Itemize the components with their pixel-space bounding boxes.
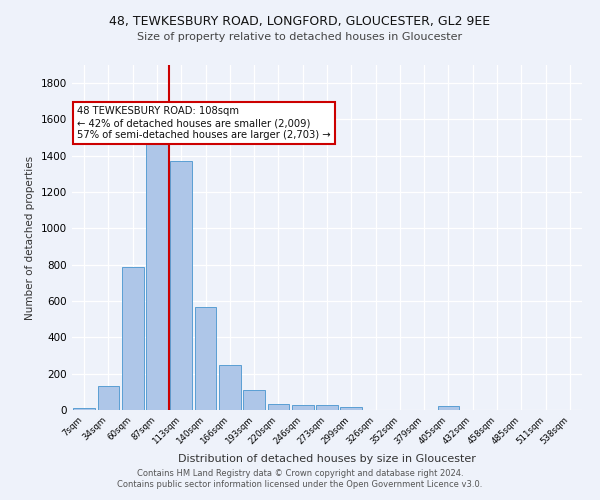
Bar [437, 406, 460, 410]
Bar [268, 404, 289, 410]
Text: Size of property relative to detached houses in Gloucester: Size of property relative to detached ho… [137, 32, 463, 42]
Bar [340, 406, 362, 410]
Y-axis label: Number of detached properties: Number of detached properties [25, 156, 35, 320]
Bar [292, 404, 314, 410]
Bar [97, 386, 119, 410]
X-axis label: Distribution of detached houses by size in Gloucester: Distribution of detached houses by size … [178, 454, 476, 464]
Text: Contains HM Land Registry data © Crown copyright and database right 2024.: Contains HM Land Registry data © Crown c… [137, 468, 463, 477]
Bar [170, 161, 192, 410]
Text: 48, TEWKESBURY ROAD, LONGFORD, GLOUCESTER, GL2 9EE: 48, TEWKESBURY ROAD, LONGFORD, GLOUCESTE… [109, 15, 491, 28]
Bar [219, 365, 241, 410]
Bar [122, 266, 143, 410]
Bar [73, 408, 95, 410]
Bar [146, 143, 168, 410]
Text: Contains public sector information licensed under the Open Government Licence v3: Contains public sector information licen… [118, 480, 482, 489]
Bar [194, 306, 217, 410]
Bar [243, 390, 265, 410]
Text: 48 TEWKESBURY ROAD: 108sqm
← 42% of detached houses are smaller (2,009)
57% of s: 48 TEWKESBURY ROAD: 108sqm ← 42% of deta… [77, 106, 331, 140]
Bar [316, 404, 338, 410]
